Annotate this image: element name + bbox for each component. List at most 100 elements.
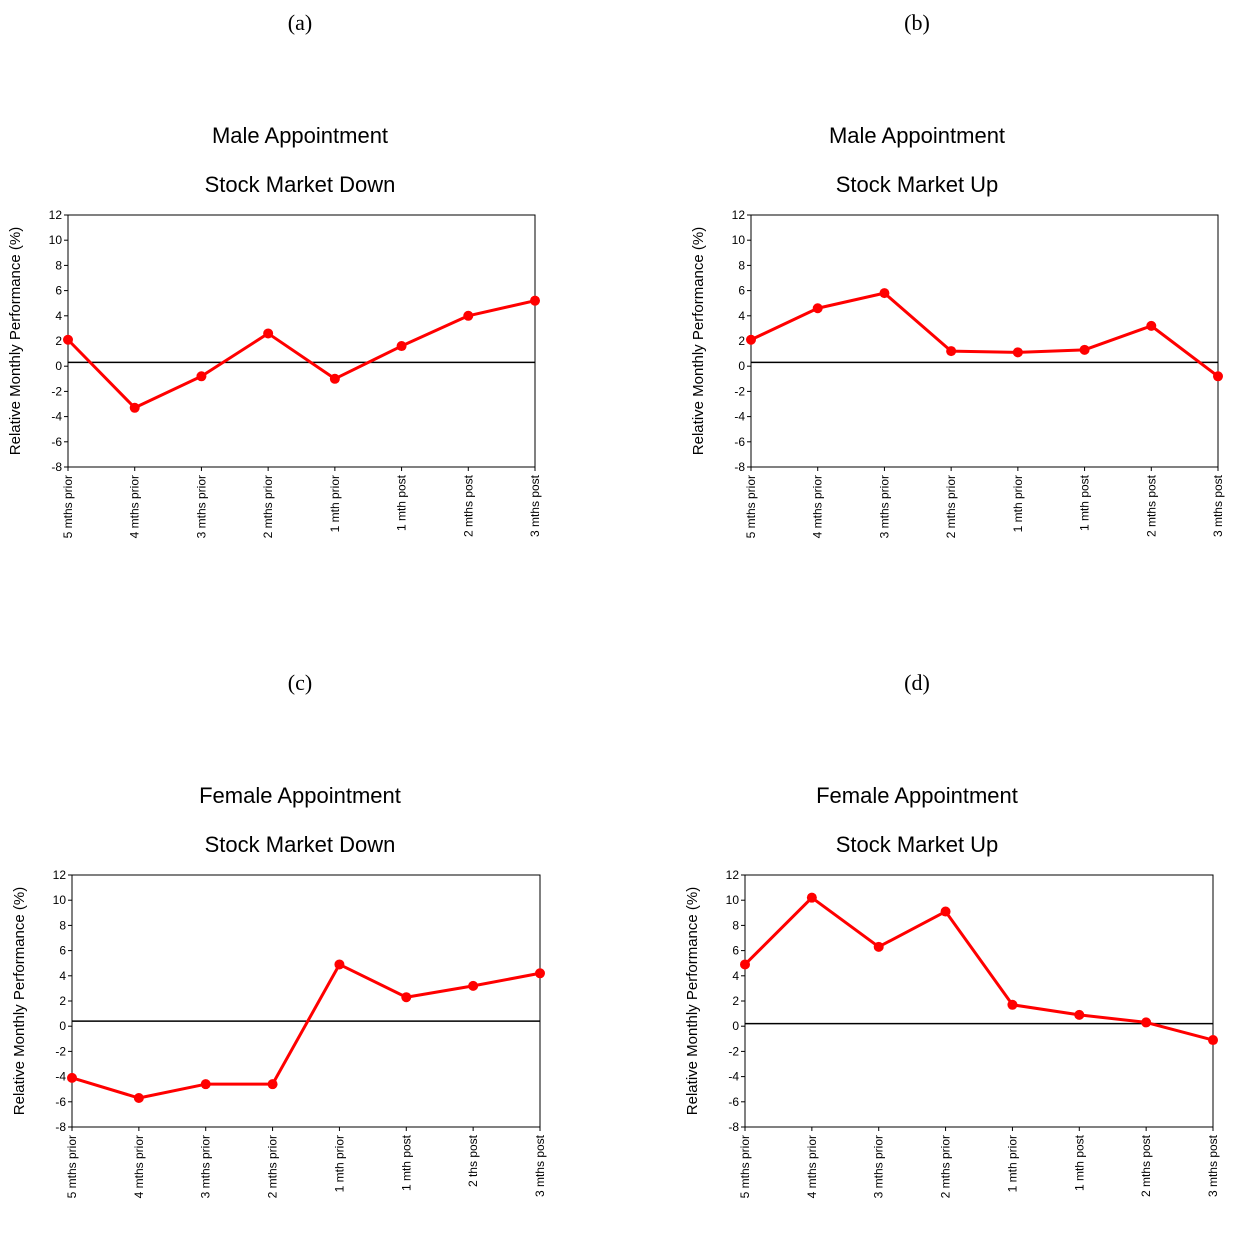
y-tick-label: 10 <box>732 233 746 247</box>
x-tick-label: 1 mth post <box>1072 1134 1086 1191</box>
line-chart: -8 -6 -4 -2 0 2 4 6 8 10 12 Relative Monthly Perfor… <box>690 208 1225 538</box>
x-tick-label: 1 mth prior <box>1011 475 1025 532</box>
data-point <box>873 941 884 952</box>
data-point <box>535 968 545 979</box>
x-tick-label: 3 mths prior <box>872 1135 886 1198</box>
chart-title-line1: Male Appointment <box>828 123 1006 148</box>
series-line <box>71 962 541 1100</box>
plot-area <box>71 874 541 1128</box>
chart-panel-d: (d) Female Appointment Stock Market Up -… <box>617 660 1220 1260</box>
x-tick-label: 3 mths prior <box>199 1135 213 1198</box>
data-point <box>396 341 407 352</box>
x-tick-label: 1 mth prior <box>332 1135 346 1192</box>
data-point <box>530 295 540 306</box>
x-tick-label: 1 mth post <box>399 1134 413 1191</box>
y-tick-label: -6 <box>55 1095 66 1109</box>
x-tick-label: 2 mths post <box>461 474 475 537</box>
data-point <box>463 310 474 321</box>
x-tick-label: 2 mths prior <box>261 475 275 538</box>
chart-title-line2: Stock Market Up <box>835 172 999 197</box>
plot-area <box>67 214 536 468</box>
x-tick-label: 2 mths post <box>1144 474 1158 537</box>
y-tick-label: 6 <box>59 944 66 958</box>
y-tick-label: -2 <box>55 1044 66 1058</box>
x-tick-label: 5 mths prior <box>65 1135 79 1198</box>
x-tick-label: 2 mths prior <box>939 1135 953 1198</box>
y-tick-label: -6 <box>734 435 745 449</box>
chart-title-line1: Female Appointment <box>816 783 1018 808</box>
x-tick-label: 1 mth prior <box>1005 1135 1019 1192</box>
data-point <box>468 980 479 991</box>
y-tick-label: 0 <box>732 1019 739 1033</box>
data-point <box>329 373 340 384</box>
y-tick-label: 12 <box>49 208 63 222</box>
y-tick-label: -4 <box>51 410 62 424</box>
chart-panel-b: (b) Male Appointment Stock Market Up -8 -… <box>617 0 1225 600</box>
data-point <box>812 303 823 314</box>
data-point <box>1141 1017 1152 1028</box>
data-point <box>879 288 890 299</box>
y-tick-label: 8 <box>732 918 739 932</box>
x-tick-label: 5 mths prior <box>738 1135 752 1198</box>
y-tick-label: -4 <box>55 1070 66 1084</box>
chart-title-line1: Male Appointment <box>211 123 389 148</box>
chart-title-line1: Female Appointment <box>199 783 401 808</box>
data-point <box>401 992 412 1003</box>
y-tick-label: -4 <box>734 410 745 424</box>
y-tick-label: -2 <box>734 384 745 398</box>
y-tick-label: 0 <box>55 359 62 373</box>
data-point <box>1074 1009 1085 1020</box>
y-tick-label: -8 <box>734 460 745 474</box>
y-tick-label: 12 <box>726 868 740 882</box>
y-tick-label: -8 <box>728 1120 739 1134</box>
data-point <box>1146 320 1157 331</box>
chart-panel-c: (c) Female Appointment Stock Market Down… <box>0 660 600 1260</box>
y-tick-label: 8 <box>738 258 745 272</box>
y-tick-label: 10 <box>49 233 63 247</box>
x-tick-label: 4 mths prior <box>805 1135 819 1198</box>
y-tick-label: 4 <box>732 969 739 983</box>
chart-title-line2: Stock Market Down <box>204 832 396 857</box>
y-tick-label: -4 <box>728 1070 739 1084</box>
y-tick-label: 10 <box>726 893 740 907</box>
y-axis-label: Relative Monthly Performance (%) <box>684 887 701 1115</box>
x-tick-label: 4 mths prior <box>811 475 825 538</box>
line-chart: -8 -6 -4 -2 0 2 4 6 8 10 12 Relative Monthly Perfor… <box>684 868 1220 1198</box>
series-line <box>743 896 1214 1042</box>
y-tick-label: 6 <box>732 944 739 958</box>
x-tick-label: 3 mths post <box>1206 1134 1220 1197</box>
data-point <box>940 906 951 917</box>
data-point <box>133 1093 144 1104</box>
plot-area <box>750 214 1219 468</box>
x-tick-label: 5 mths prior <box>744 475 758 538</box>
y-tick-label: 4 <box>59 969 66 983</box>
data-point <box>200 1079 211 1090</box>
series-line <box>750 291 1219 378</box>
y-tick-label: -6 <box>51 435 62 449</box>
series-line <box>66 299 536 410</box>
panel-label: (b) <box>904 10 930 35</box>
data-point <box>267 1079 278 1090</box>
line-chart: -8 -6 -4 -2 0 2 4 6 8 10 12 Relative Monthly Perfor… <box>11 868 547 1198</box>
y-tick-label: 12 <box>732 208 746 222</box>
line-chart: -8 -6 -4 -2 0 2 4 6 8 10 12 Relative Monthly Perfor… <box>7 208 542 538</box>
x-tick-label: 3 mths post <box>528 474 542 537</box>
y-tick-label: 0 <box>738 359 745 373</box>
x-tick-label: 1 mth post <box>1078 474 1092 531</box>
y-tick-label: 10 <box>53 893 67 907</box>
data-point <box>746 334 756 345</box>
data-point <box>1208 1035 1218 1046</box>
y-tick-label: 2 <box>738 334 745 348</box>
data-point <box>263 328 274 339</box>
y-tick-label: 2 <box>55 334 62 348</box>
y-tick-label: -8 <box>51 460 62 474</box>
panel-label: (a) <box>287 10 313 35</box>
x-tick-label: 4 mths prior <box>132 1135 146 1198</box>
data-point <box>1012 347 1023 358</box>
y-axis-label: Relative Monthly Performance (%) <box>690 227 707 455</box>
y-tick-label: 4 <box>55 309 62 323</box>
x-tick-label: 3 mths prior <box>877 475 891 538</box>
x-tick-label: 3 mths post <box>533 1134 547 1197</box>
data-point <box>1213 371 1223 382</box>
x-tick-label: 1 mth post <box>395 474 409 531</box>
